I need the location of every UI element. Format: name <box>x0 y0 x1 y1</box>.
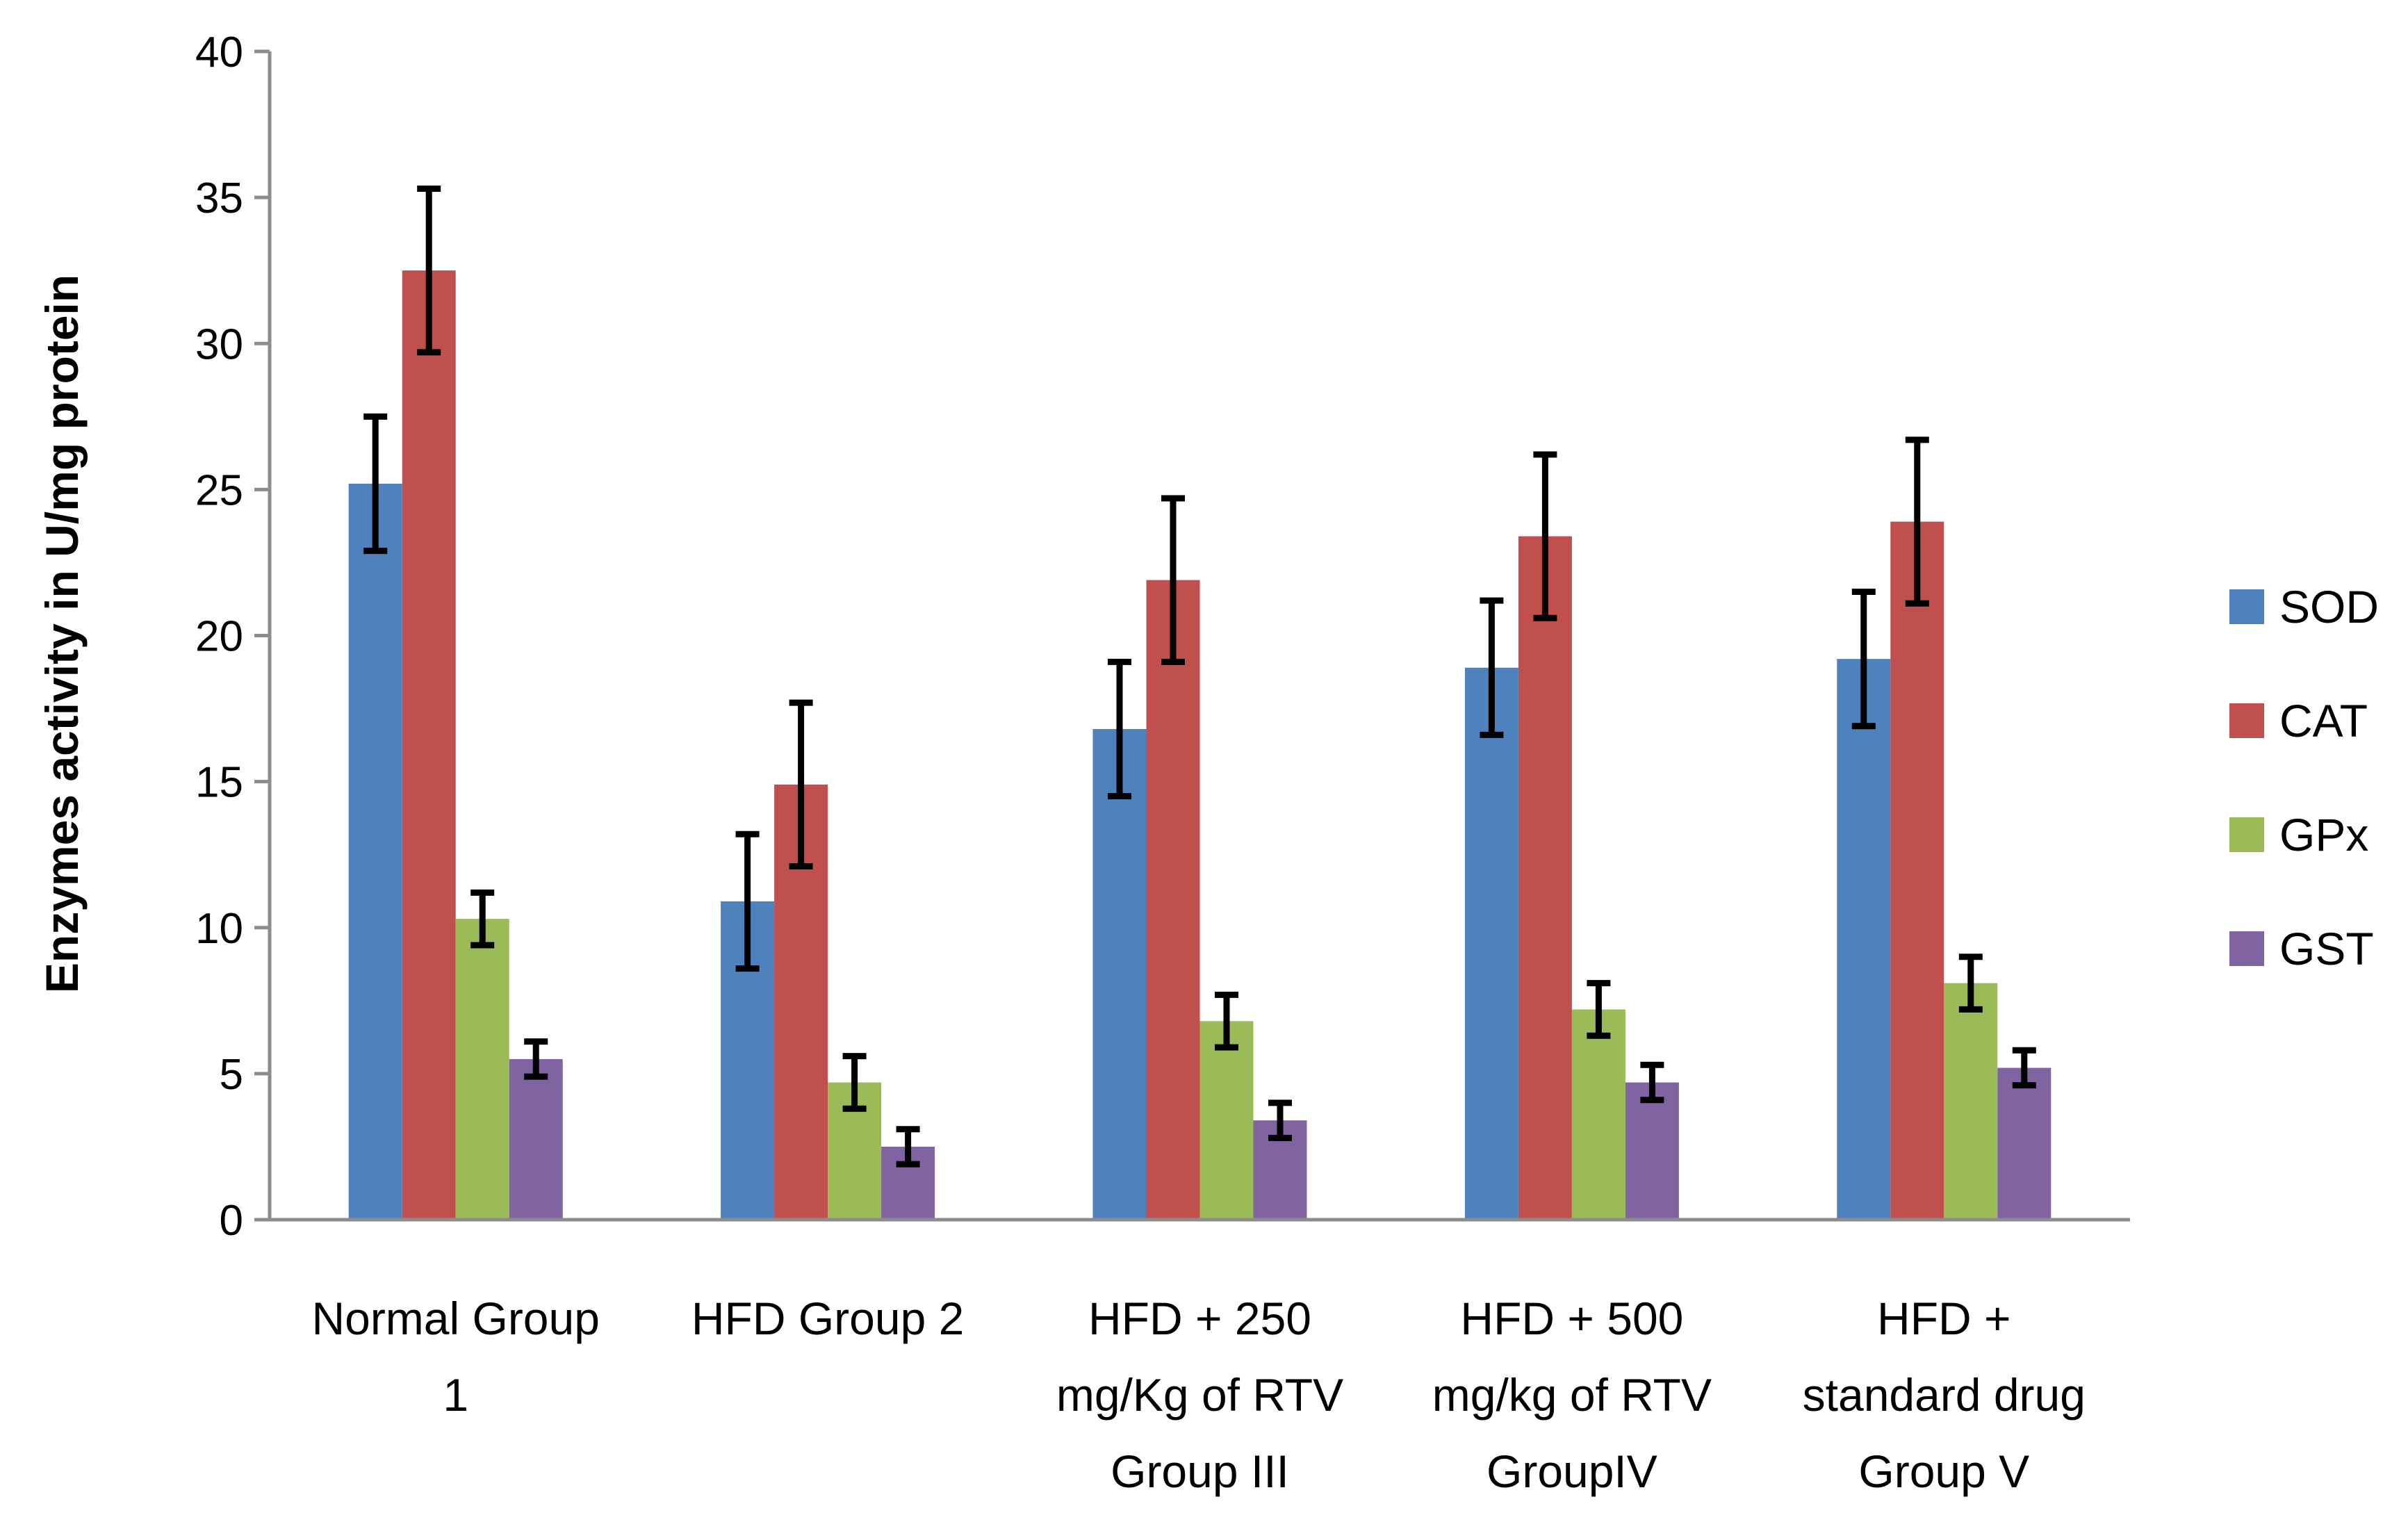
legend-label-cat: CAT <box>2279 695 2368 746</box>
error-bar-gst-1 <box>896 1126 920 1168</box>
bar-sod-2 <box>1092 728 1147 1220</box>
bar-gst-4 <box>1997 1067 2051 1220</box>
legend: SOD CAT GPx GST <box>2229 581 2379 974</box>
error-bar-gst-3 <box>1640 1061 1664 1104</box>
y-tick-label-20: 20 <box>195 613 243 661</box>
bar-sod-3 <box>1464 667 1518 1220</box>
bar-sod-0 <box>348 483 402 1220</box>
bar-cat-4 <box>1890 521 1944 1220</box>
legend-swatch-cat <box>2229 703 2264 738</box>
error-bar-cat-4 <box>1905 436 1929 607</box>
y-tick-label-10: 10 <box>195 905 243 953</box>
y-tick-label-30: 30 <box>195 320 243 368</box>
y-ticks-layer: 0 5 10 15 20 25 30 35 40 <box>195 28 270 1245</box>
error-bar-sod-2 <box>1108 658 1131 800</box>
legend-swatch-gst <box>2229 931 2264 966</box>
error-bar-gpx-0 <box>470 889 495 949</box>
error-bar-cat-1 <box>789 699 813 869</box>
error-bar-gpx-4 <box>1958 954 1983 1013</box>
bar-gpx-2 <box>1199 1021 1254 1220</box>
error-bar-gst-2 <box>1268 1099 1292 1141</box>
error-bar-cat-0 <box>417 186 441 356</box>
y-tick-label-25: 25 <box>195 466 243 514</box>
y-tick-label-40: 40 <box>195 28 243 76</box>
bar-gpx-3 <box>1571 1009 1625 1220</box>
legend-label-gst: GST <box>2279 923 2374 974</box>
bar-cat-3 <box>1518 536 1572 1220</box>
legend-item-cat: CAT <box>2229 695 2368 746</box>
error-bar-gpx-3 <box>1587 980 1611 1039</box>
category-label-1: HFD Group 2 <box>691 1293 964 1344</box>
bar-gst-3 <box>1625 1082 1679 1220</box>
category-label-4: HFD + standard drug Group V <box>1803 1293 2086 1497</box>
legend-item-gst: GST <box>2229 923 2374 974</box>
bar-gpx-0 <box>455 919 509 1220</box>
category-label-3: HFD + 500 mg/kg of RTV GroupIV <box>1432 1293 1712 1497</box>
legend-label-sod: SOD <box>2279 581 2379 632</box>
legend-label-gpx: GPx <box>2279 809 2368 860</box>
legend-swatch-sod <box>2229 589 2264 624</box>
category-labels-layer: Normal Group 1 HFD Group 2 HFD + 250 mg/Kg o… <box>311 1293 2085 1497</box>
bars-layer <box>348 270 2051 1220</box>
category-label-0: Normal Group 1 <box>311 1293 599 1421</box>
y-tick-label-35: 35 <box>195 174 243 222</box>
error-bar-sod-0 <box>363 413 388 555</box>
bar-gst-0 <box>509 1058 563 1220</box>
error-bar-sod-3 <box>1480 597 1504 738</box>
bar-cat-0 <box>402 270 456 1220</box>
category-label-2: HFD + 250 mg/Kg of RTV Group III <box>1056 1293 1343 1497</box>
legend-item-sod: SOD <box>2229 581 2379 632</box>
error-bar-sod-4 <box>1851 588 1876 730</box>
error-bar-gst-0 <box>524 1038 548 1080</box>
bar-gpx-4 <box>1944 983 1998 1220</box>
y-tick-label-0: 0 <box>220 1197 243 1245</box>
y-tick-label-5: 5 <box>220 1051 243 1099</box>
error-bar-cat-2 <box>1161 495 1185 665</box>
legend-item-gpx: GPx <box>2229 809 2368 860</box>
bar-sod-4 <box>1837 659 1891 1220</box>
error-bar-gpx-1 <box>842 1053 867 1112</box>
y-tick-label-15: 15 <box>195 759 243 807</box>
error-bar-sod-1 <box>735 831 760 972</box>
error-bars-layer <box>363 186 2036 1168</box>
y-axis-label: Enzymes activity in U/mg protein <box>36 275 88 993</box>
error-bar-gst-4 <box>2012 1047 2036 1089</box>
error-bar-cat-3 <box>1533 451 1557 621</box>
legend-swatch-gpx <box>2229 817 2264 852</box>
error-bar-gpx-2 <box>1215 991 1238 1051</box>
bar-cat-2 <box>1146 580 1200 1220</box>
